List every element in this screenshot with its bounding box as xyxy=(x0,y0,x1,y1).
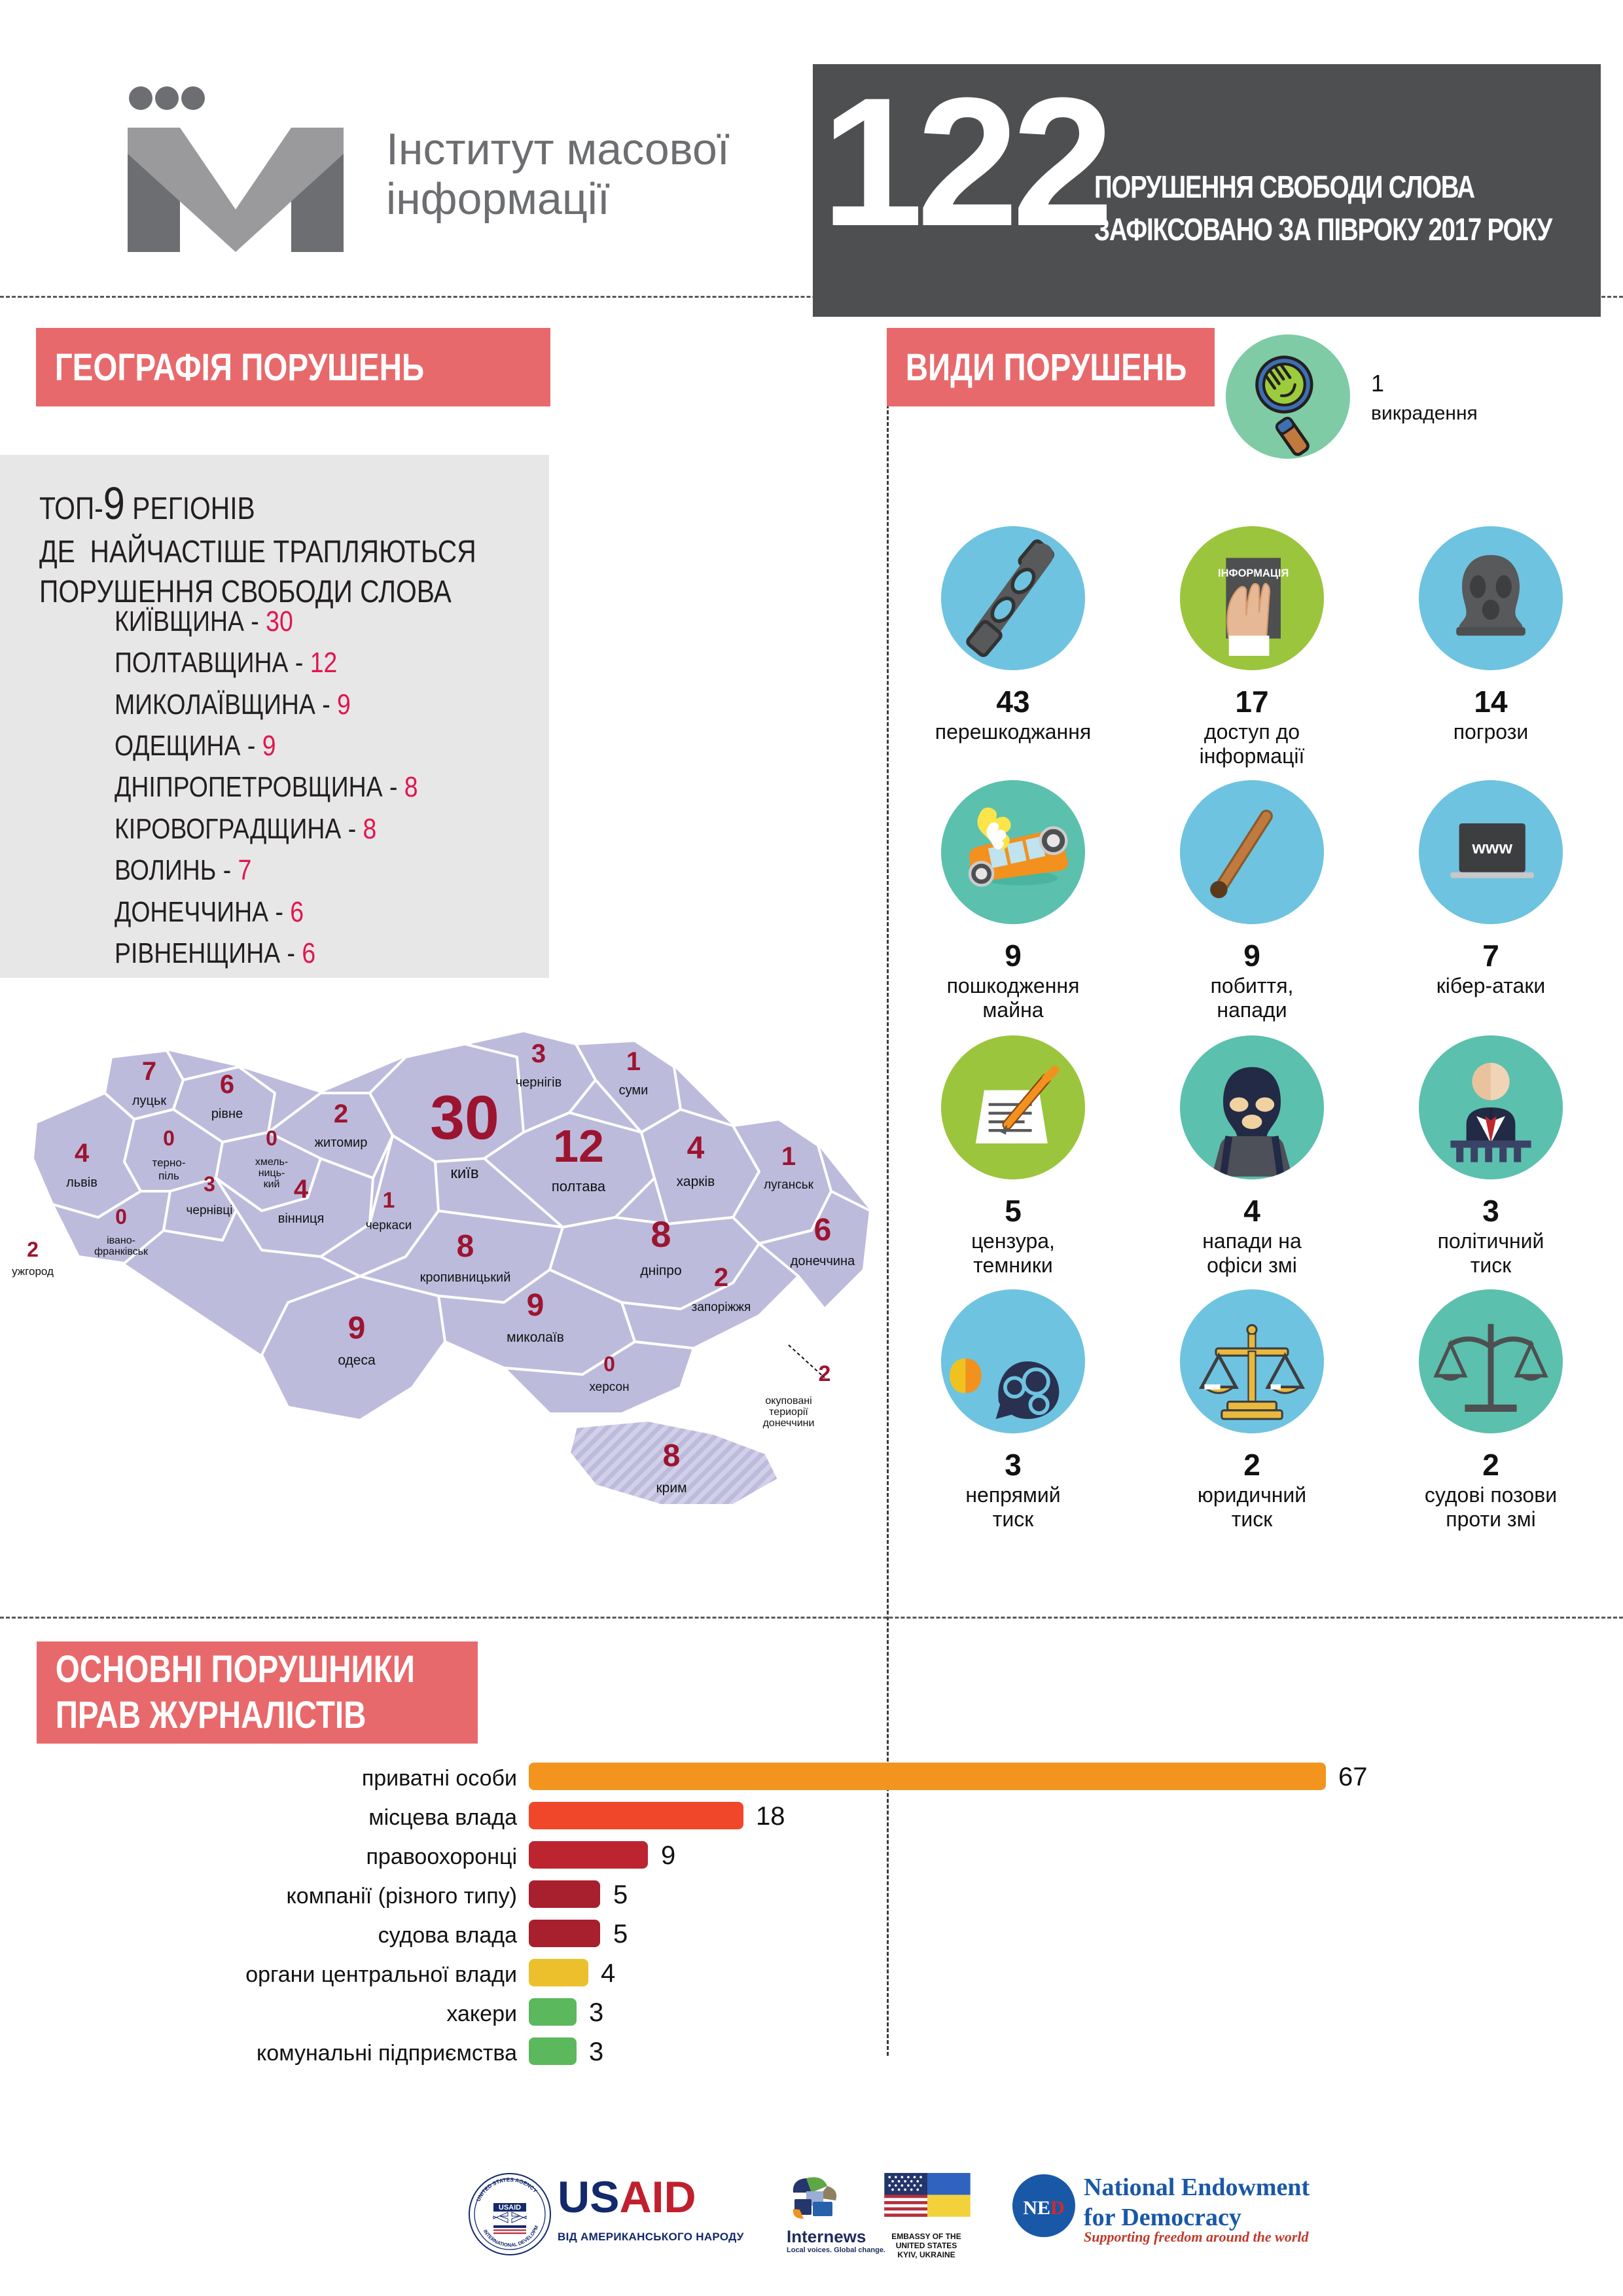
svg-text:USAID: USAID xyxy=(499,2204,521,2212)
svg-text:NED: NED xyxy=(1023,2197,1064,2219)
